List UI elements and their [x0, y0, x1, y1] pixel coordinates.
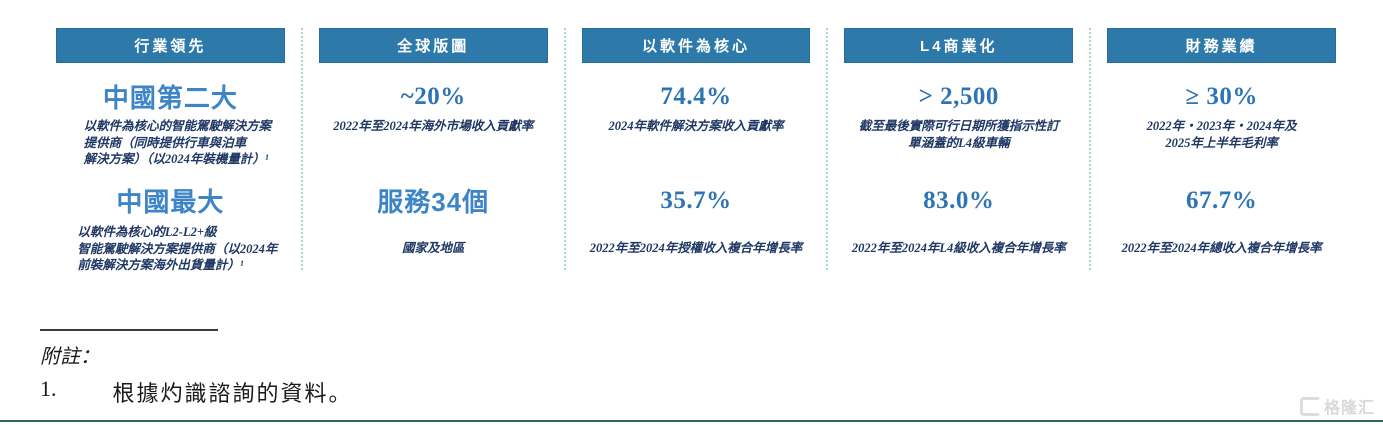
metric-value: 74.4% — [660, 82, 732, 110]
notes-divider — [40, 329, 218, 331]
header-financial-performance: 財務業績 — [1107, 28, 1336, 63]
metrics-table: 行業領先 中國第二大 以軟件為核心的智能駕駛解決方案 提供商（同時提供行車與泊車… — [40, 28, 1352, 272]
metric-value: 服務34個 — [377, 187, 490, 217]
header-industry-leading: 行業領先 — [56, 28, 285, 63]
gelonghui-watermark: 格隆汇 — [1299, 394, 1375, 418]
metric-value: > 2,500 — [918, 82, 999, 110]
metric-desc: 2022年至2024年海外市場收入貢獻率 — [333, 119, 534, 133]
notes-label: 附註： — [40, 346, 100, 368]
header-software-core: 以軟件為核心 — [581, 28, 811, 63]
column-software-core: 以軟件為核心 74.4% 2024年軟件解決方案收入貢獻率 35.7% 2022… — [563, 28, 827, 270]
metric-value: 中國第二大 — [102, 83, 238, 113]
column-industry-leading: 行業領先 中國第二大 以軟件為核心的智能駕駛解決方案 提供商（同時提供行車與泊車… — [40, 28, 301, 272]
bottom-rule — [0, 420, 1383, 422]
metric-value: 67.7% — [1185, 186, 1258, 214]
header-global-footprint: 全球版圖 — [318, 28, 548, 63]
header-l4-commercialization: L4商業化 — [844, 28, 1074, 63]
metric-value: ~20% — [400, 82, 466, 110]
metric-desc: 截至最後實際可行日期所獲指示性訂 單涵蓋的L4級車輛 — [858, 119, 1059, 150]
metric-desc: 國家及地區 — [401, 240, 465, 255]
metric-value: ≥ 30% — [1185, 82, 1258, 110]
footnote-text: 根據灼識諮詢的資料。 — [112, 381, 353, 406]
metric-desc: 2022年至2024年授權收入複合年增長率 — [589, 240, 803, 255]
metric-value: 中國最大 — [116, 187, 225, 217]
metric-desc: 2024年軟件解決方案收入貢獻率 — [608, 119, 784, 133]
metric-value: 83.0% — [923, 186, 995, 214]
metric-value: 35.7% — [660, 186, 732, 214]
metric-desc: 以軟件為核心的智能駕駛解決方案 提供商（同時提供行車與泊車 解決方案）（以202… — [83, 119, 272, 166]
metric-desc: 2022年至2024年L4級收入複合年增長率 — [851, 240, 1066, 255]
metric-desc: 2022年・2023年・2024年及 2025年上半年毛利率 — [1146, 119, 1297, 150]
gelonghui-logo-text: 格隆汇 — [1323, 400, 1375, 417]
footnote-1: 1. 根據灼識諮詢的資料。 — [40, 376, 353, 408]
footnote-number: 1. — [40, 376, 57, 401]
metric-desc: 以軟件為核心的L2-L2+級 智能駕駛解決方案提供商（以2024年 前裝解決方案… — [77, 225, 278, 272]
column-global-footprint: 全球版圖 ~20% 2022年至2024年海外市場收入貢獻率 服務34個 國家及… — [300, 28, 564, 270]
gelonghui-logo-icon — [1299, 396, 1321, 416]
metric-desc: 2022年至2024年總收入複合年增長率 — [1121, 240, 1322, 255]
column-financial-performance: 財務業績 ≥ 30% 2022年・2023年・2024年及 2025年上半年毛利… — [1089, 28, 1352, 270]
column-l4-commercialization: L4商業化 > 2,500 截至最後實際可行日期所獲指示性訂 單涵蓋的L4級車輛… — [826, 28, 1089, 270]
